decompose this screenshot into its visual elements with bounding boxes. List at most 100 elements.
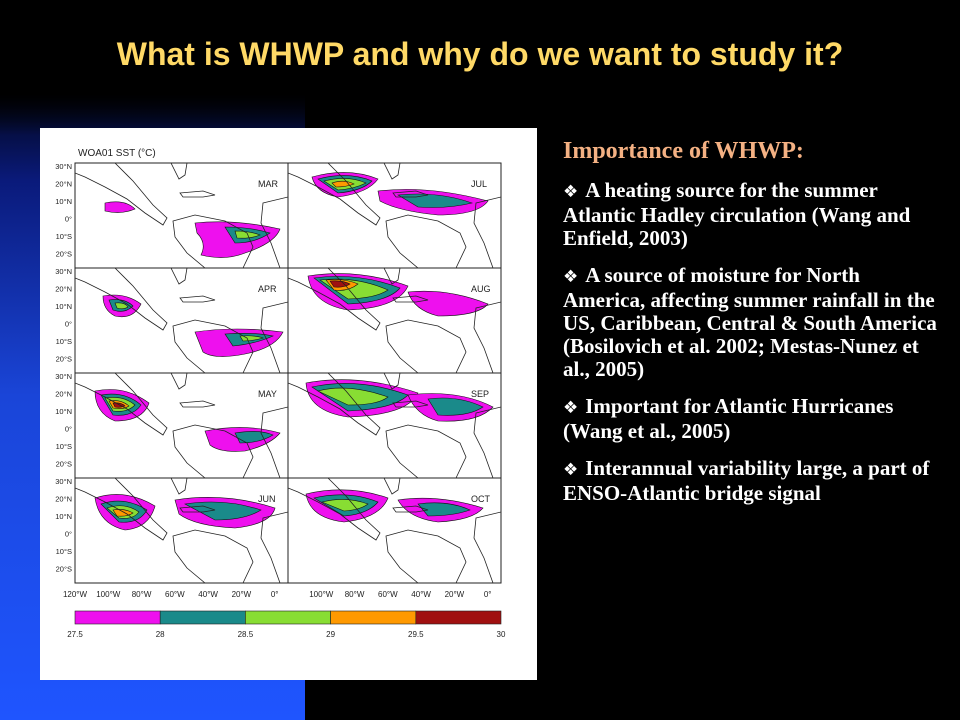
lat-tick-label: 10°S: [56, 442, 72, 451]
coastline: [385, 319, 467, 373]
lat-tick-label: 20°N: [55, 495, 72, 504]
month-label: MAR: [258, 179, 279, 189]
coastline: [385, 424, 467, 478]
lon-tick-label: 20°W: [445, 590, 465, 599]
coastline: [260, 196, 288, 268]
colorbar-segment: [159, 610, 246, 625]
coastline: [383, 478, 401, 495]
coastline: [170, 478, 188, 495]
lon-tick-label: 120°W: [63, 590, 88, 599]
lon-tick-label: 60°W: [165, 590, 185, 599]
lat-tick-label: 30°N: [55, 162, 72, 171]
coastline: [260, 406, 288, 478]
month-label: OCT: [471, 494, 491, 504]
coastline: [385, 529, 467, 583]
section-heading: Importance of WHWP:: [563, 138, 804, 164]
panel-frame: [74, 477, 289, 584]
coastline: [473, 196, 501, 268]
slide-title: What is WHWP and why do we want to study…: [116, 36, 844, 72]
lon-tick-label: 0°: [271, 590, 279, 599]
lon-tick-label: 40°W: [198, 590, 218, 599]
coastline: [179, 190, 216, 198]
lat-tick-label: 10°N: [55, 302, 72, 311]
sst-contour: [397, 193, 474, 208]
coastline: [288, 268, 381, 331]
colorbar-segment: [415, 610, 502, 625]
coastline: [260, 301, 288, 373]
coastline: [473, 301, 501, 373]
month-label: AUG: [471, 284, 491, 294]
lat-tick-label: 20°S: [56, 355, 72, 364]
bullet-item: ❖ Important for Atlantic Hurricanes (Wang…: [563, 395, 943, 443]
coastline: [260, 511, 288, 583]
month-label: JUN: [258, 494, 276, 504]
coastline: [392, 295, 429, 303]
coastline: [75, 268, 168, 331]
colorbar-segment: [74, 610, 161, 625]
map-panel: SEP: [287, 372, 502, 479]
sst-contour: [407, 290, 489, 317]
coastline: [392, 505, 429, 513]
colorbar-tick-label: 27.5: [67, 630, 83, 639]
lat-tick-label: 20°S: [56, 250, 72, 259]
lat-tick-label: 20°N: [55, 390, 72, 399]
coastline: [288, 373, 381, 436]
coastline: [170, 268, 188, 285]
sst-contour: [104, 201, 136, 213]
lat-tick-label: 30°N: [55, 372, 72, 381]
diamond-bullet-icon: ❖: [563, 267, 579, 287]
month-label: SEP: [471, 389, 489, 399]
coastline: [170, 373, 188, 390]
lat-tick-label: 0°: [65, 425, 72, 434]
sst-contour: [427, 397, 484, 416]
coastline: [383, 373, 401, 390]
coastline: [172, 319, 254, 373]
panel-frame: [74, 267, 289, 374]
sst-contour: [329, 280, 351, 288]
figure-title: WOA01 SST (°C): [78, 148, 156, 159]
colorbar-segment: [245, 610, 331, 625]
bullet-item: ❖ Interannual variability large, a part o…: [563, 457, 943, 505]
lat-tick-label: 10°S: [56, 337, 72, 346]
lat-tick-label: 10°N: [55, 197, 72, 206]
colorbar-segment: [330, 610, 417, 625]
diamond-bullet-icon: ❖: [563, 460, 579, 480]
lon-tick-label: 60°W: [378, 590, 398, 599]
sst-figure: WOA01 SST (°C) MAR APR MAY JUN JUL AUG SEP OCT 30…: [40, 128, 537, 680]
map-panel: OCT: [287, 477, 502, 584]
colorbar-tick-label: 29: [326, 630, 335, 639]
bullet-item: ❖ A source of moisture for North America,…: [563, 264, 943, 381]
lon-tick-label: 100°W: [309, 590, 334, 599]
lon-tick-label: 0°: [484, 590, 492, 599]
lon-tick-label: 40°W: [411, 590, 431, 599]
coastline: [385, 214, 467, 268]
lat-tick-label: 0°: [65, 215, 72, 224]
diamond-bullet-icon: ❖: [563, 398, 579, 418]
coastline: [172, 529, 254, 583]
lat-tick-label: 30°N: [55, 267, 72, 276]
coastline: [473, 406, 501, 478]
lat-tick-label: 10°N: [55, 407, 72, 416]
lon-tick-label: 80°W: [132, 590, 152, 599]
coastline: [75, 373, 168, 436]
coastline: [170, 163, 188, 180]
bullet-item: ❖ A heating source for the summer Atlanti…: [563, 179, 943, 250]
coastline: [179, 295, 216, 303]
sst-contour: [114, 302, 129, 310]
month-label: APR: [258, 284, 277, 294]
importance-panel: Importance of WHWP: ❖ A heating source fo…: [563, 138, 943, 519]
lon-tick-label: 80°W: [345, 590, 365, 599]
coastline: [75, 163, 168, 226]
coastline: [383, 163, 401, 180]
background-top-fade: [0, 0, 960, 135]
coastline: [473, 511, 501, 583]
month-label: MAY: [258, 389, 277, 399]
panel-frame: [74, 162, 289, 269]
coastline: [288, 478, 381, 541]
coastline: [392, 190, 429, 198]
lat-tick-label: 0°: [65, 320, 72, 329]
lat-tick-label: 20°N: [55, 180, 72, 189]
lon-tick-label: 20°W: [232, 590, 252, 599]
lat-tick-label: 20°N: [55, 285, 72, 294]
sst-contour: [317, 387, 389, 406]
